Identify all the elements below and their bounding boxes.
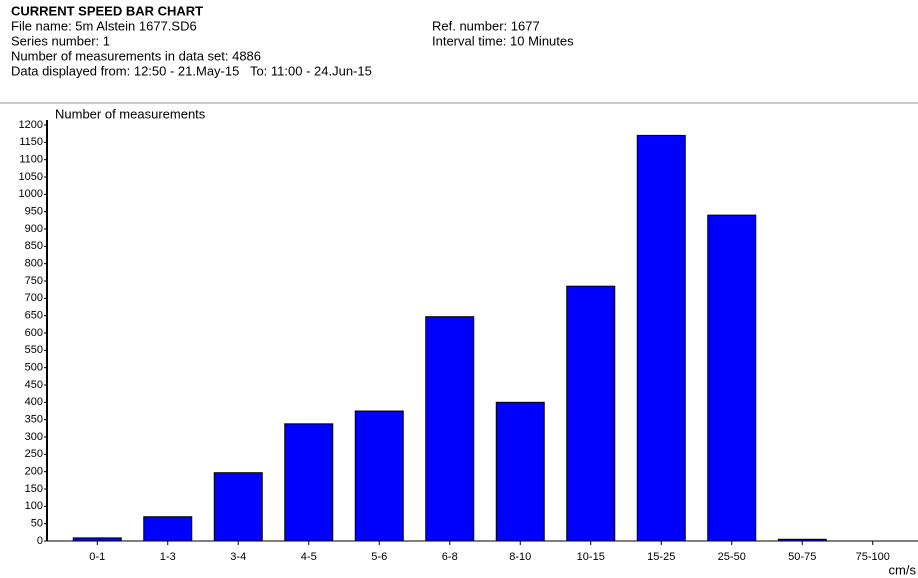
bar — [354, 410, 404, 542]
y-tick-label: 550 — [25, 344, 43, 356]
y-tick-label: 800 — [25, 258, 43, 270]
measurement-count: Number of measurements in data set: 4886 — [11, 48, 261, 63]
data-range: Data displayed from: 12:50 - 21.May-15 T… — [11, 63, 372, 78]
y-tick-label: 1150 — [19, 136, 43, 148]
x-tick-label: 15-25 — [647, 551, 675, 563]
y-tick-label: 250 — [25, 448, 43, 460]
y-tick-label: 950 — [25, 206, 43, 218]
bar — [777, 538, 827, 542]
x-tick-label: 8-10 — [509, 551, 531, 563]
y-tick-label: 100 — [25, 500, 43, 512]
x-tick-label: 0-1 — [89, 551, 105, 563]
x-tick-label: 25-50 — [718, 551, 746, 563]
y-tick-label: 1050 — [19, 171, 43, 183]
bar — [72, 537, 122, 542]
bar — [707, 214, 757, 542]
y-tick-label: 500 — [25, 362, 43, 374]
bar — [143, 516, 193, 542]
y-tick-label: 600 — [25, 327, 43, 339]
y-tick-label: 1100 — [19, 154, 43, 166]
series-number: Series number: 1 — [11, 33, 110, 48]
bar — [495, 401, 545, 542]
file-name: File name: 5m Alstein 1677.SD6 — [11, 18, 197, 33]
y-axis-title: Number of measurements — [55, 106, 206, 121]
bar — [213, 472, 263, 542]
bar — [284, 423, 334, 542]
y-tick-label: 1000 — [19, 188, 43, 200]
y-tick-label: 0 — [37, 535, 43, 547]
y-tick-label: 350 — [25, 414, 43, 426]
y-tick-label: 650 — [25, 310, 43, 322]
bar — [425, 316, 475, 542]
x-tick-label: 10-15 — [577, 551, 605, 563]
x-tick-label: 4-5 — [301, 551, 317, 563]
x-tick-label: 50-75 — [788, 551, 816, 563]
x-tick-label: 5-6 — [371, 551, 387, 563]
y-tick-label: 300 — [25, 431, 43, 443]
y-tick-label: 400 — [25, 396, 43, 408]
y-tick-label: 150 — [25, 483, 43, 495]
y-tick-label: 850 — [25, 240, 43, 252]
ref-number: Ref. number: 1677 — [432, 18, 540, 33]
chart-title: CURRENT SPEED BAR CHART — [11, 3, 203, 18]
y-tick-label: 450 — [25, 379, 43, 391]
y-tick-label: 1200 — [19, 119, 43, 131]
interval-time: Interval time: 10 Minutes — [432, 33, 574, 48]
x-tick-label: 3-4 — [230, 551, 246, 563]
x-tick-label: 1-3 — [160, 551, 176, 563]
y-tick-label: 750 — [25, 275, 43, 287]
bar — [566, 285, 616, 542]
y-tick-label: 700 — [25, 292, 43, 304]
x-tick-label: 75-100 — [856, 551, 890, 563]
x-axis-title: cm/s — [889, 562, 917, 577]
bar — [636, 134, 686, 542]
y-tick-label: 50 — [31, 518, 43, 530]
x-tick-label: 6-8 — [442, 551, 458, 563]
y-tick-label: 200 — [25, 466, 43, 478]
y-tick-label: 900 — [25, 223, 43, 235]
